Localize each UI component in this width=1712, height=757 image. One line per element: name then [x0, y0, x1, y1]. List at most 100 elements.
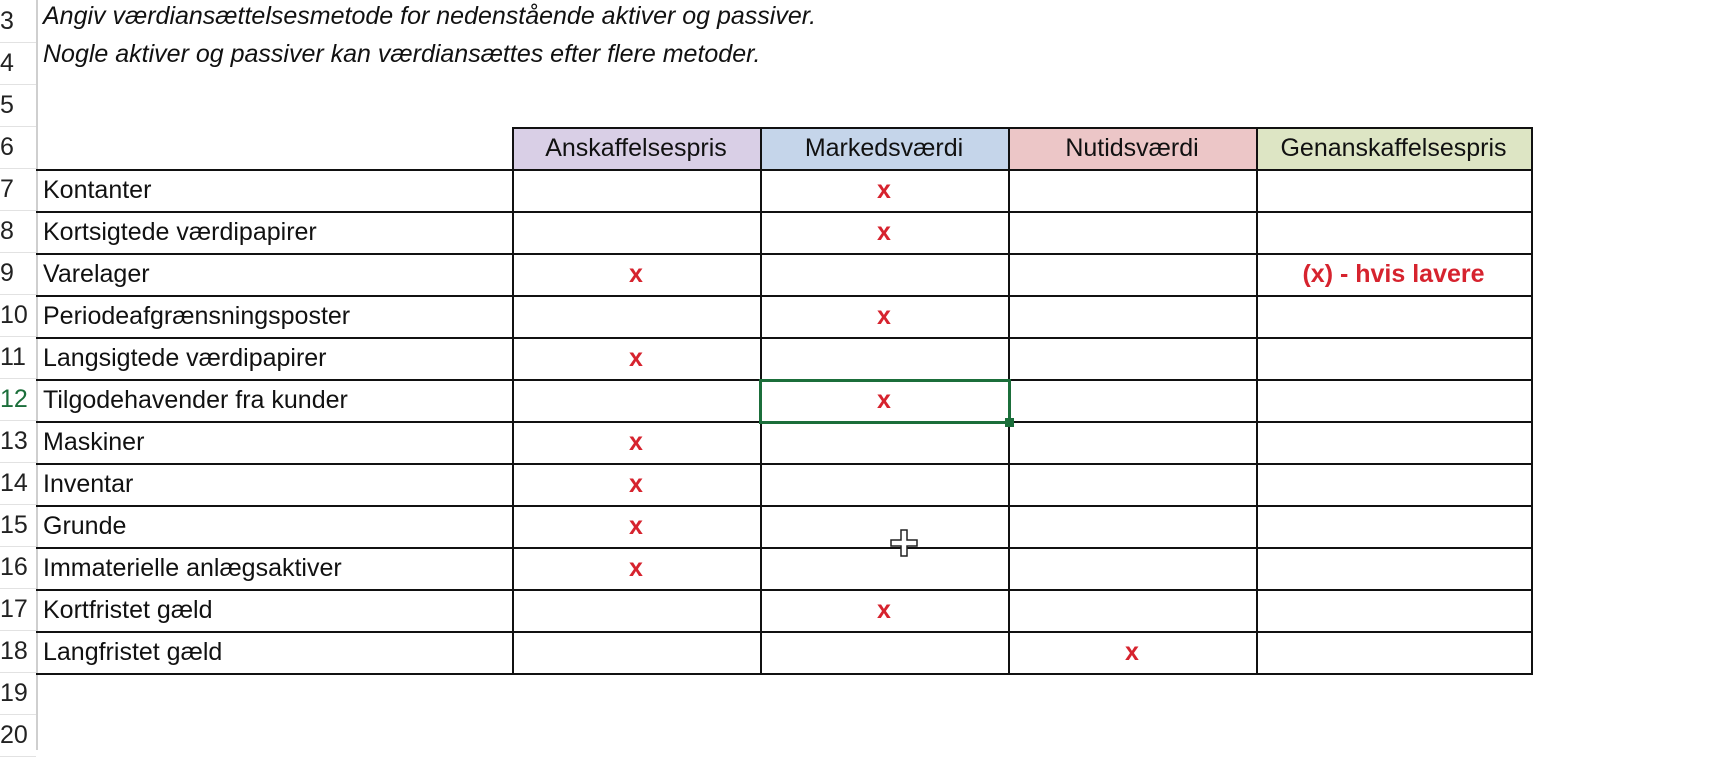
row-number[interactable]: 6: [0, 133, 14, 161]
row-number[interactable]: 16: [0, 553, 28, 581]
table-cell[interactable]: [1008, 211, 1256, 253]
table-cell[interactable]: x: [877, 218, 891, 246]
table-cell[interactable]: x: [629, 260, 643, 288]
grid-line-vertical: [1531, 127, 1533, 675]
row-label[interactable]: Varelager: [43, 260, 150, 288]
table-cell[interactable]: [512, 169, 760, 211]
fill-handle[interactable]: [1005, 418, 1014, 427]
row-label[interactable]: Maskiner: [43, 428, 145, 456]
row-separator: [0, 42, 36, 43]
table-cell[interactable]: [1256, 295, 1531, 337]
table-cell[interactable]: [760, 505, 1008, 547]
table-cell[interactable]: x: [629, 428, 643, 456]
row-label[interactable]: Periodeafgrænsningsposter: [43, 302, 351, 330]
grid-line-horizontal: [36, 463, 1531, 465]
table-cell[interactable]: [760, 421, 1008, 463]
row-number[interactable]: 8: [0, 217, 14, 245]
row-number[interactable]: 13: [0, 427, 28, 455]
table-cell[interactable]: [760, 631, 1008, 673]
table-cell[interactable]: x: [877, 596, 891, 624]
table-cell[interactable]: [1256, 505, 1531, 547]
row-label[interactable]: Langsigtede værdipapirer: [43, 344, 327, 372]
row-label[interactable]: Kortfristet gæld: [43, 596, 213, 624]
row-label[interactable]: Tilgodehavender fra kunder: [43, 386, 348, 414]
instruction-line-2[interactable]: Nogle aktiver og passiver kan værdiansæt…: [43, 40, 761, 68]
table-cell[interactable]: [1008, 421, 1256, 463]
table-cell[interactable]: [512, 589, 760, 631]
table-cell[interactable]: [760, 337, 1008, 379]
table-cell[interactable]: [512, 379, 760, 421]
row-number[interactable]: 10: [0, 301, 28, 329]
row-label[interactable]: Inventar: [43, 470, 134, 498]
table-cell[interactable]: x: [877, 386, 891, 414]
table-cell[interactable]: x: [629, 554, 643, 582]
table-cell[interactable]: [512, 211, 760, 253]
table-cell[interactable]: [1008, 337, 1256, 379]
row-number[interactable]: 9: [0, 259, 14, 287]
table-cell[interactable]: [1008, 505, 1256, 547]
row-separator: [0, 210, 36, 211]
table-cell[interactable]: [1256, 589, 1531, 631]
table-cell[interactable]: [1256, 169, 1531, 211]
row-label[interactable]: Langfristet gæld: [43, 638, 223, 666]
table-cell[interactable]: [512, 295, 760, 337]
row-number[interactable]: 4: [0, 49, 14, 77]
table-cell[interactable]: [1008, 379, 1256, 421]
row-separator: [0, 252, 36, 253]
row-number[interactable]: 12: [0, 385, 28, 413]
row-separator: [0, 546, 36, 547]
table-cell[interactable]: x: [629, 344, 643, 372]
table-cell[interactable]: x: [877, 302, 891, 330]
table-cell[interactable]: [1008, 463, 1256, 505]
table-cell[interactable]: [1256, 547, 1531, 589]
table-cell[interactable]: x: [1125, 638, 1139, 666]
instruction-line-1[interactable]: Angiv værdiansættelsesmetode for nedenst…: [43, 2, 817, 30]
table-cell[interactable]: [760, 253, 1008, 295]
table-cell[interactable]: [1008, 589, 1256, 631]
cross-cursor-icon: [890, 529, 918, 557]
row-number[interactable]: 15: [0, 511, 28, 539]
row-number[interactable]: 11: [0, 343, 26, 371]
column-header-anskaffelsespris[interactable]: Anskaffelsespris: [512, 127, 760, 169]
row-label[interactable]: Immaterielle anlægsaktiver: [43, 554, 342, 582]
table-cell[interactable]: [1256, 631, 1531, 673]
column-header-genanskaffelsespris[interactable]: Genanskaffelsespris: [1256, 127, 1531, 169]
table-cell[interactable]: [1256, 421, 1531, 463]
row-label[interactable]: Kontanter: [43, 176, 152, 204]
row-separator: [0, 420, 36, 421]
row-number[interactable]: 3: [0, 7, 14, 35]
table-cell[interactable]: [1008, 253, 1256, 295]
table-cell[interactable]: [512, 631, 760, 673]
table-cell[interactable]: x: [877, 176, 891, 204]
row-number[interactable]: 7: [0, 175, 14, 203]
table-cell[interactable]: [760, 547, 1008, 589]
grid-line-vertical: [512, 127, 514, 675]
table-cell[interactable]: [1008, 295, 1256, 337]
column-header-nutidsværdi[interactable]: Nutidsværdi: [1008, 127, 1256, 169]
table-cell[interactable]: [1256, 463, 1531, 505]
table-cell[interactable]: x: [629, 470, 643, 498]
row-header-border: [36, 0, 38, 750]
row-number[interactable]: 20: [0, 721, 28, 749]
row-number[interactable]: 14: [0, 469, 28, 497]
row-separator: [0, 168, 36, 169]
table-cell[interactable]: x: [629, 512, 643, 540]
grid-line-horizontal: [36, 337, 1531, 339]
row-number[interactable]: 19: [0, 679, 28, 707]
grid-line-vertical: [1256, 127, 1258, 675]
row-number[interactable]: 17: [0, 595, 28, 623]
row-separator: [0, 672, 36, 673]
row-label[interactable]: Kortsigtede værdipapirer: [43, 218, 317, 246]
column-header-markedsværdi[interactable]: Markedsværdi: [760, 127, 1008, 169]
table-cell[interactable]: [1008, 547, 1256, 589]
table-cell[interactable]: [760, 463, 1008, 505]
row-number[interactable]: 18: [0, 637, 28, 665]
table-cell[interactable]: [1256, 211, 1531, 253]
row-label[interactable]: Grunde: [43, 512, 127, 540]
table-cell[interactable]: [1256, 337, 1531, 379]
table-cell[interactable]: [1008, 169, 1256, 211]
row-number[interactable]: 5: [0, 91, 14, 119]
table-cell[interactable]: [1256, 379, 1531, 421]
table-cell[interactable]: (x) - hvis lavere: [1302, 260, 1485, 288]
